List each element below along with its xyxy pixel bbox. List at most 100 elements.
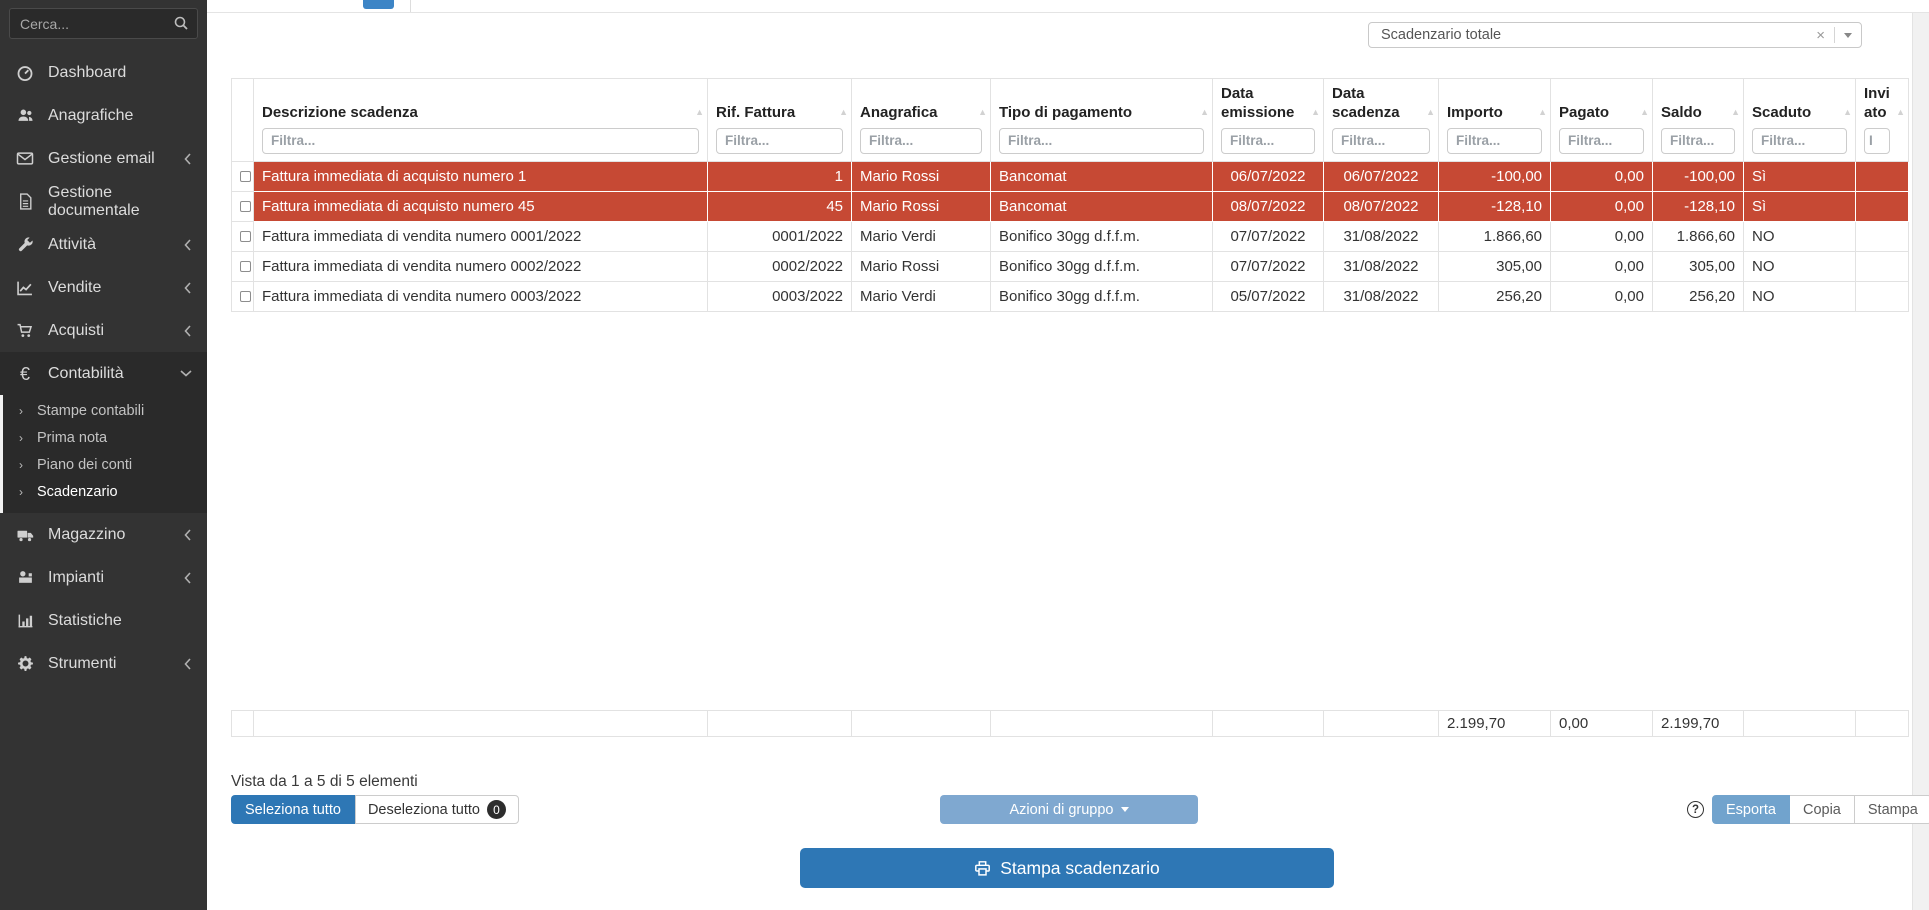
column-header-emissione[interactable]: Data emissione ▲ xyxy=(1212,78,1324,162)
chevron-left-icon xyxy=(183,152,192,165)
search-input[interactable] xyxy=(9,8,198,39)
filter-input-desc[interactable] xyxy=(262,127,699,154)
sort-icon[interactable]: ▲ xyxy=(1311,106,1320,117)
active-tab-indicator[interactable] xyxy=(363,0,394,9)
selection-buttons: Seleziona tutto Deseleziona tutto 0 xyxy=(231,795,519,824)
filter-input-emissione[interactable] xyxy=(1221,127,1315,154)
column-header-rif[interactable]: Rif. Fattura ▲ xyxy=(707,78,852,162)
cell-inviato xyxy=(1855,160,1909,192)
filter-input-importo[interactable] xyxy=(1447,127,1542,154)
copy-button[interactable]: Copia xyxy=(1789,795,1855,824)
envelope-icon xyxy=(15,150,35,168)
search-icon xyxy=(174,16,188,30)
sidebar-item-statistiche[interactable]: Statistiche xyxy=(0,599,207,642)
column-header-saldo[interactable]: Saldo ▲ xyxy=(1652,78,1744,162)
filter-input-saldo[interactable] xyxy=(1661,127,1735,154)
total-empty-cell xyxy=(851,709,991,737)
cell-scadenza: 31/08/2022 xyxy=(1323,250,1439,282)
sidebar-subitem-scadenzario[interactable]: › Scadenzario xyxy=(3,478,207,505)
filter-input-inviato[interactable] xyxy=(1864,127,1890,154)
checkbox-cell xyxy=(231,220,254,252)
column-header-desc[interactable]: Descrizione scadenza ▲ xyxy=(253,78,708,162)
checkbox-cell xyxy=(231,250,254,282)
filter-input-pagato[interactable] xyxy=(1559,127,1644,154)
row-checkbox[interactable] xyxy=(240,291,251,303)
sidebar-item-dashboard[interactable]: Dashboard xyxy=(0,51,207,94)
sort-icon[interactable]: ▲ xyxy=(695,106,704,117)
column-label: Scaduto xyxy=(1752,103,1812,121)
sidebar-item-acquisti[interactable]: Acquisti xyxy=(0,309,207,352)
select-all-button[interactable]: Seleziona tutto xyxy=(231,795,355,824)
help-icon[interactable]: ? xyxy=(1687,801,1704,818)
export-button[interactable]: Esporta xyxy=(1712,795,1790,824)
scrollbar-track[interactable] xyxy=(1912,0,1929,910)
row-checkbox[interactable] xyxy=(240,231,251,243)
cell-tipo: Bonifico 30gg d.f.f.m. xyxy=(990,250,1213,282)
main-content: Scadenzario totale × Descrizione scadenz… xyxy=(207,0,1929,910)
column-header-scadenza[interactable]: Data scadenza ▲ xyxy=(1323,78,1439,162)
sort-icon[interactable]: ▲ xyxy=(1200,106,1209,117)
clear-icon[interactable]: × xyxy=(1816,26,1825,44)
sidebar-item-anagrafiche[interactable]: Anagrafiche xyxy=(0,94,207,137)
view-selector[interactable]: Scadenzario totale × xyxy=(1368,22,1862,48)
table-row[interactable]: Fattura immediata di acquisto numero 45 4… xyxy=(231,190,1909,222)
cell-saldo: 1.866,60 xyxy=(1652,220,1744,252)
sidebar-subitem-piano-dei-conti[interactable]: › Piano dei conti xyxy=(3,451,207,478)
total-empty-cell xyxy=(990,709,1213,737)
row-checkbox[interactable] xyxy=(240,171,251,183)
table-row[interactable]: Fattura immediata di vendita numero 0003… xyxy=(231,280,1909,312)
sidebar-item-impianti[interactable]: Impianti xyxy=(0,556,207,599)
sidebar-item-attivit[interactable]: Attività xyxy=(0,223,207,266)
column-header-scaduto[interactable]: Scaduto ▲ xyxy=(1743,78,1856,162)
table-row[interactable]: Fattura immediata di vendita numero 0001… xyxy=(231,220,1909,252)
sidebar-subitem-label: Stampe contabili xyxy=(37,402,145,419)
cell-scadenza: 31/08/2022 xyxy=(1323,280,1439,312)
sidebar-item-vendite[interactable]: Vendite xyxy=(0,266,207,309)
checkbox-cell xyxy=(231,190,254,222)
sort-icon[interactable]: ▲ xyxy=(1896,106,1905,117)
sort-icon[interactable]: ▲ xyxy=(978,106,987,117)
column-header-inviato[interactable]: Inviato ▲ xyxy=(1855,78,1909,162)
sidebar-item-label: Strumenti xyxy=(48,654,117,672)
row-checkbox[interactable] xyxy=(240,201,251,213)
sort-icon[interactable]: ▲ xyxy=(839,106,848,117)
results-summary: Vista da 1 a 5 di 5 elementi xyxy=(231,773,418,790)
column-header-tipo[interactable]: Tipo di pagamento ▲ xyxy=(990,78,1213,162)
table-row[interactable]: Fattura immediata di vendita numero 0002… xyxy=(231,250,1909,282)
toolbar-divider xyxy=(410,0,411,12)
filter-input-rif[interactable] xyxy=(716,127,843,154)
deselect-all-button[interactable]: Deseleziona tutto 0 xyxy=(354,795,519,824)
filter-input-anagrafica[interactable] xyxy=(860,127,982,154)
print-schedule-button[interactable]: Stampa scadenzario xyxy=(800,848,1334,888)
cell-importo: 256,20 xyxy=(1438,280,1551,312)
cell-scadenza: 31/08/2022 xyxy=(1323,220,1439,252)
filter-input-scadenza[interactable] xyxy=(1332,127,1430,154)
row-checkbox[interactable] xyxy=(240,261,251,273)
group-actions-button[interactable]: Azioni di gruppo xyxy=(940,795,1198,824)
sort-icon[interactable]: ▲ xyxy=(1640,106,1649,117)
sidebar-item-contabilit[interactable]: € Contabilità xyxy=(0,352,207,395)
sidebar-subitem-stampe-contabili[interactable]: › Stampe contabili xyxy=(3,397,207,424)
chevron-left-icon xyxy=(183,571,192,584)
cell-desc: Fattura immediata di vendita numero 0003… xyxy=(253,280,708,312)
column-header-anagrafica[interactable]: Anagrafica ▲ xyxy=(851,78,991,162)
sort-icon[interactable]: ▲ xyxy=(1731,106,1740,117)
cell-scaduto: Sì xyxy=(1743,160,1856,192)
sort-icon[interactable]: ▲ xyxy=(1843,106,1852,117)
filter-input-tipo[interactable] xyxy=(999,127,1204,154)
column-header-pagato[interactable]: Pagato ▲ xyxy=(1550,78,1653,162)
sort-icon[interactable]: ▲ xyxy=(1426,106,1435,117)
sidebar-item-gestione-email[interactable]: Gestione email xyxy=(0,137,207,180)
sidebar-subitem-prima-nota[interactable]: › Prima nota xyxy=(3,424,207,451)
sidebar-item-magazzino[interactable]: Magazzino xyxy=(0,513,207,556)
filter-input-scaduto[interactable] xyxy=(1752,127,1847,154)
print-button[interactable]: Stampa xyxy=(1854,795,1929,824)
sidebar-item-strumenti[interactable]: Strumenti xyxy=(0,642,207,685)
column-header-importo[interactable]: Importo ▲ xyxy=(1438,78,1551,162)
sidebar-item-gestione-documentale[interactable]: Gestione documentale xyxy=(0,180,207,223)
caret-down-icon[interactable] xyxy=(1844,32,1852,38)
sort-icon[interactable]: ▲ xyxy=(1538,106,1547,117)
